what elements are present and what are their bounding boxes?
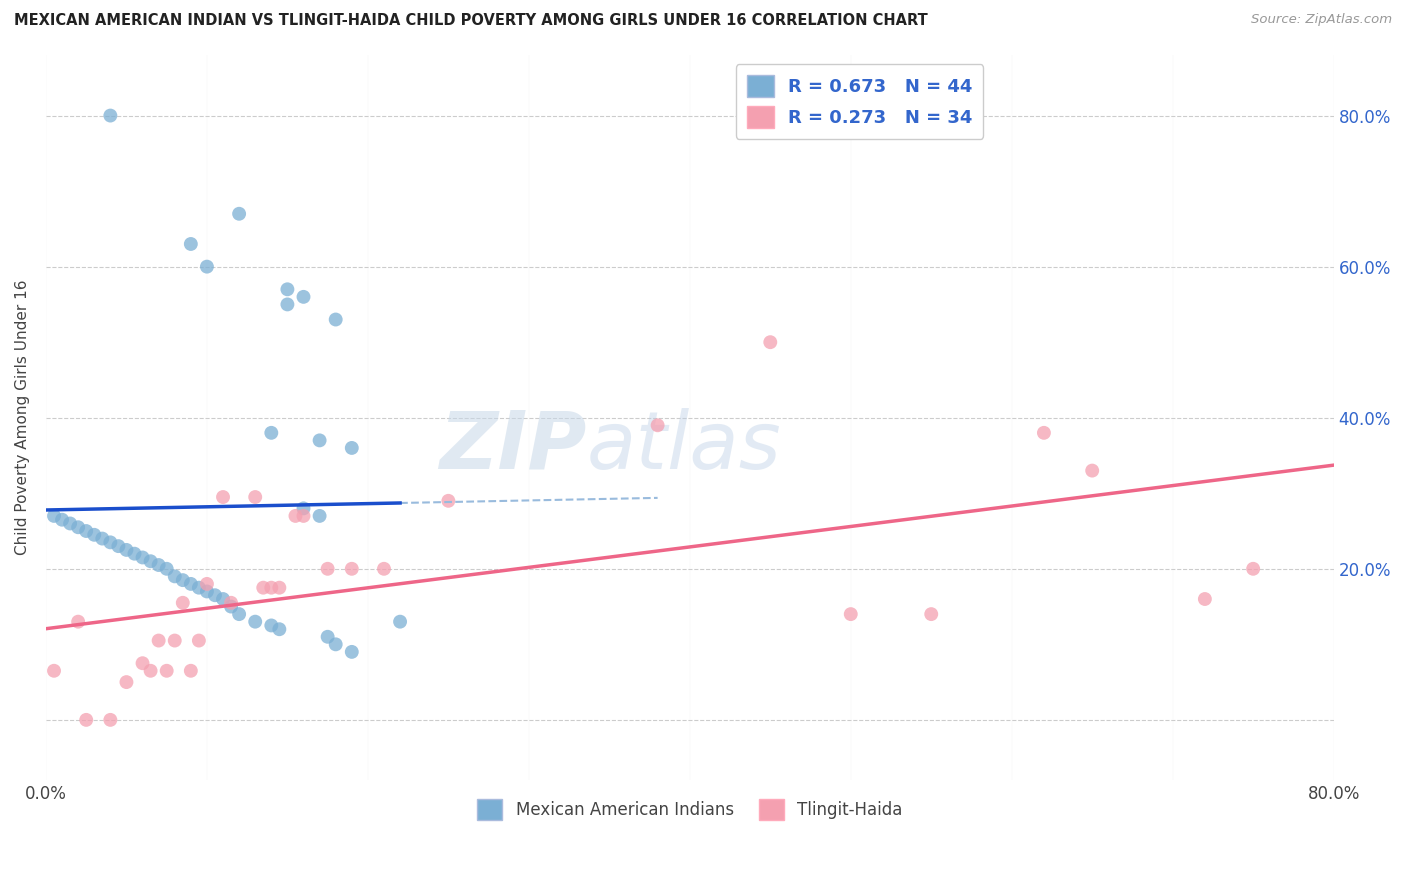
Point <box>139 554 162 568</box>
Text: MEXICAN AMERICAN INDIAN VS TLINGIT-HAIDA CHILD POVERTY AMONG GIRLS UNDER 16 CORR: MEXICAN AMERICAN INDIAN VS TLINGIT-HAIDA… <box>14 13 928 29</box>
Point <box>98 713 121 727</box>
Point <box>124 547 146 561</box>
Point <box>260 581 283 595</box>
Point <box>260 425 283 440</box>
Point <box>920 607 942 621</box>
Point <box>325 637 347 651</box>
Text: atlas: atlas <box>586 408 782 486</box>
Point <box>83 528 105 542</box>
Point <box>219 599 242 614</box>
Point <box>316 630 339 644</box>
Point <box>252 581 274 595</box>
Point <box>373 562 395 576</box>
Point <box>292 508 315 523</box>
Point <box>42 508 65 523</box>
Point <box>269 622 291 636</box>
Y-axis label: Child Poverty Among Girls Under 16: Child Poverty Among Girls Under 16 <box>15 280 30 556</box>
Point <box>195 584 218 599</box>
Point <box>115 675 138 690</box>
Point <box>156 562 179 576</box>
Point <box>156 664 179 678</box>
Point <box>98 109 121 123</box>
Point <box>292 501 315 516</box>
Point <box>1032 425 1054 440</box>
Point <box>308 434 330 448</box>
Point <box>51 513 73 527</box>
Point <box>284 508 307 523</box>
Point <box>1194 592 1216 607</box>
Text: ZIP: ZIP <box>440 408 586 486</box>
Legend: Mexican American Indians, Tlingit-Haida: Mexican American Indians, Tlingit-Haida <box>471 793 910 826</box>
Point <box>172 596 194 610</box>
Point <box>163 633 186 648</box>
Point <box>195 260 218 274</box>
Point <box>212 592 235 607</box>
Point <box>163 569 186 583</box>
Point <box>67 615 90 629</box>
Point <box>1081 464 1104 478</box>
Point <box>115 542 138 557</box>
Point <box>212 490 235 504</box>
Point <box>437 493 460 508</box>
Point <box>172 573 194 587</box>
Point <box>91 532 114 546</box>
Point <box>228 207 250 221</box>
Point <box>67 520 90 534</box>
Point <box>340 441 363 455</box>
Point <box>107 539 129 553</box>
Point <box>195 577 218 591</box>
Point <box>1241 562 1264 576</box>
Point <box>131 657 153 671</box>
Point <box>759 335 782 350</box>
Point <box>276 282 298 296</box>
Point <box>316 562 339 576</box>
Point <box>245 615 267 629</box>
Point <box>75 524 97 538</box>
Point <box>131 550 153 565</box>
Point <box>228 607 250 621</box>
Point <box>269 581 291 595</box>
Point <box>98 535 121 549</box>
Point <box>59 516 82 531</box>
Point <box>187 633 209 648</box>
Point <box>340 562 363 576</box>
Point <box>276 297 298 311</box>
Point <box>139 664 162 678</box>
Point <box>148 558 170 572</box>
Point <box>180 664 202 678</box>
Point <box>389 615 412 629</box>
Point <box>245 490 267 504</box>
Point <box>325 312 347 326</box>
Point <box>75 713 97 727</box>
Point <box>647 418 669 433</box>
Point <box>204 588 226 602</box>
Text: Source: ZipAtlas.com: Source: ZipAtlas.com <box>1251 13 1392 27</box>
Point <box>187 581 209 595</box>
Point <box>42 664 65 678</box>
Point <box>292 290 315 304</box>
Point <box>340 645 363 659</box>
Point <box>839 607 862 621</box>
Point <box>148 633 170 648</box>
Point <box>180 237 202 252</box>
Point <box>180 577 202 591</box>
Point <box>260 618 283 632</box>
Point <box>308 508 330 523</box>
Point <box>219 596 242 610</box>
